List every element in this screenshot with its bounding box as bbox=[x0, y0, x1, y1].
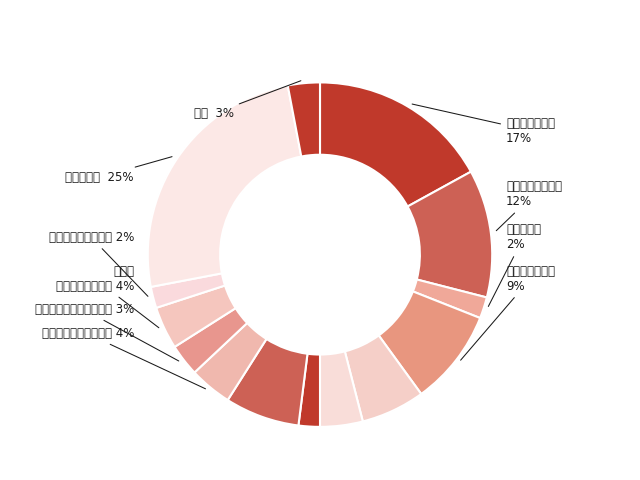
Wedge shape bbox=[151, 273, 225, 308]
Text: マンション・ビル管理 4%: マンション・ビル管理 4% bbox=[42, 327, 205, 389]
Text: 商業系デザイン
9%: 商業系デザイン 9% bbox=[461, 265, 555, 360]
Text: 専門店（インテリア系） 3%: 専門店（インテリア系） 3% bbox=[35, 303, 179, 361]
Wedge shape bbox=[320, 351, 363, 427]
Wedge shape bbox=[175, 308, 247, 372]
Text: リフォーム会社 6%: リフォーム会社 6% bbox=[0, 479, 1, 480]
Text: ディベロッパー 2%: ディベロッパー 2% bbox=[0, 479, 1, 480]
Wedge shape bbox=[156, 286, 236, 347]
Wedge shape bbox=[408, 172, 492, 298]
Wedge shape bbox=[148, 85, 301, 287]
Text: 不動産会社 7%: 不動産会社 7% bbox=[0, 479, 1, 480]
Wedge shape bbox=[345, 336, 421, 421]
Text: 設計事務所
2%: 設計事務所 2% bbox=[488, 223, 541, 306]
Text: 工務店・建設会社
12%: 工務店・建設会社 12% bbox=[496, 180, 562, 231]
Wedge shape bbox=[413, 279, 487, 318]
Wedge shape bbox=[288, 83, 320, 156]
Wedge shape bbox=[195, 323, 266, 400]
Wedge shape bbox=[379, 291, 480, 394]
Wedge shape bbox=[320, 83, 471, 206]
Text: 進学  3%: 進学 3% bbox=[194, 81, 301, 120]
Text: ハウスメーカー
17%: ハウスメーカー 17% bbox=[412, 104, 555, 144]
Text: 建材・設備・家具メーカー 4%: 建材・設備・家具メーカー 4% bbox=[0, 479, 1, 480]
Text: その他業界  25%: その他業界 25% bbox=[65, 156, 172, 184]
Text: 土木建築サービス業 2%: 土木建築サービス業 2% bbox=[49, 231, 148, 296]
Wedge shape bbox=[228, 339, 307, 425]
Text: 建築系
アウトソーシング 4%: 建築系 アウトソーシング 4% bbox=[56, 265, 159, 328]
Wedge shape bbox=[298, 354, 320, 427]
